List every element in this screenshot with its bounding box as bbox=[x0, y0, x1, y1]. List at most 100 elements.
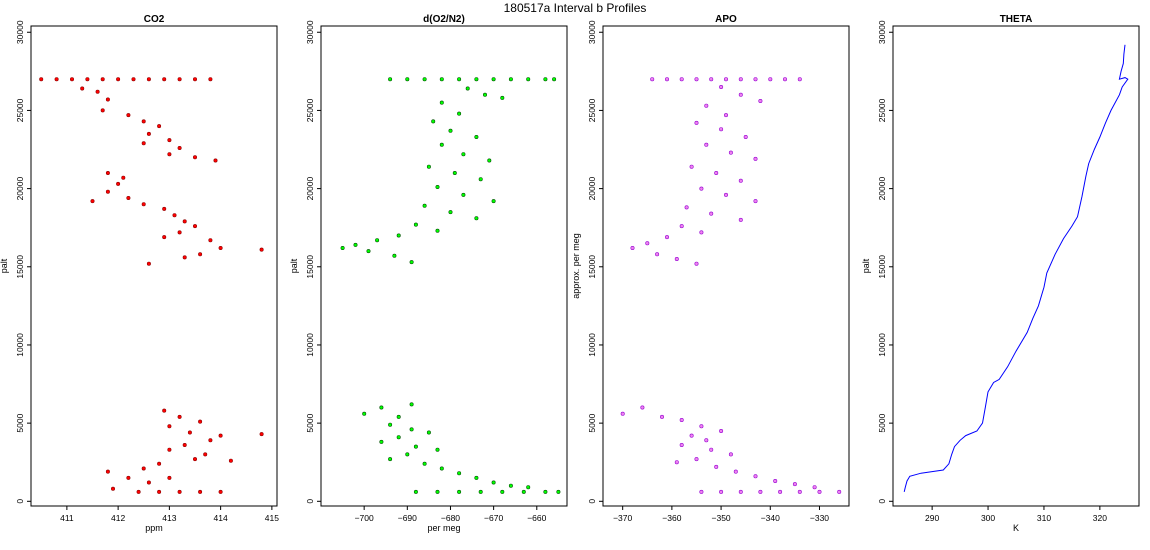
data-point bbox=[198, 419, 203, 424]
data-point bbox=[674, 460, 679, 465]
x-tick-label: 413 bbox=[162, 513, 176, 523]
data-point bbox=[162, 77, 167, 82]
data-point bbox=[162, 408, 167, 413]
data-point bbox=[193, 457, 198, 462]
data-point bbox=[141, 141, 146, 146]
data-point bbox=[177, 414, 182, 419]
data-point bbox=[413, 222, 418, 227]
y-tick-label: 5000 bbox=[587, 413, 597, 432]
data-point bbox=[521, 489, 526, 494]
x-tick-label: −680 bbox=[441, 513, 460, 523]
data-point bbox=[100, 77, 105, 82]
data-point bbox=[198, 252, 203, 257]
x-tick-label: −360 bbox=[662, 513, 681, 523]
data-point bbox=[439, 100, 444, 105]
data-point bbox=[699, 489, 704, 494]
data-point bbox=[543, 489, 548, 494]
data-point bbox=[743, 135, 748, 140]
data-point bbox=[136, 489, 141, 494]
data-point bbox=[405, 452, 410, 457]
y-axis-label: palt bbox=[861, 258, 871, 273]
y-tick-label: 20000 bbox=[305, 177, 315, 201]
data-point bbox=[157, 124, 162, 129]
data-point bbox=[375, 238, 380, 243]
data-point bbox=[679, 442, 684, 447]
data-point bbox=[714, 171, 719, 176]
data-point bbox=[452, 171, 457, 176]
data-point bbox=[177, 77, 182, 82]
data-point bbox=[797, 489, 802, 494]
data-point bbox=[837, 489, 842, 494]
data-point bbox=[126, 113, 131, 118]
plot-frame bbox=[30, 25, 278, 507]
data-point bbox=[773, 478, 778, 483]
panel-2: d(O2/N2) −700 −690 −680 −670 −660 0 5000 10000 15… bbox=[289, 14, 568, 533]
data-point bbox=[366, 249, 371, 254]
x-tick-label: 290 bbox=[925, 513, 939, 523]
data-point bbox=[396, 435, 401, 440]
data-point bbox=[719, 428, 724, 433]
data-point bbox=[478, 489, 483, 494]
data-point bbox=[70, 77, 75, 82]
x-tick-label: −670 bbox=[484, 513, 503, 523]
y-tick-label: 0 bbox=[877, 499, 887, 504]
y-tick-label: 25000 bbox=[587, 98, 597, 122]
data-point bbox=[405, 77, 410, 82]
data-point bbox=[699, 424, 704, 429]
theta-profile-line bbox=[903, 44, 1129, 493]
panel-title: APO bbox=[715, 14, 737, 25]
x-tick-label: 415 bbox=[265, 513, 279, 523]
panel-4: THETA 290 300 310 320 0 5000 10000 15000 20000 250… bbox=[861, 14, 1140, 533]
data-point bbox=[694, 261, 699, 266]
y-tick-label: 25000 bbox=[15, 98, 25, 122]
y-tick-label: 30000 bbox=[587, 20, 597, 44]
x-tick-label: 300 bbox=[981, 513, 995, 523]
data-point bbox=[478, 177, 483, 182]
data-point bbox=[482, 92, 487, 97]
panel-1: CO2 411 412 413 414 415 0 5000 10000 15000 20000 25… bbox=[0, 14, 279, 533]
data-point bbox=[491, 480, 496, 485]
data-point bbox=[679, 77, 684, 82]
y-tick-label: 25000 bbox=[305, 98, 315, 122]
data-point bbox=[39, 77, 44, 82]
data-point bbox=[728, 452, 733, 457]
data-point bbox=[768, 77, 773, 82]
data-point bbox=[141, 119, 146, 124]
data-point bbox=[167, 138, 172, 143]
data-point bbox=[409, 427, 414, 432]
data-point bbox=[723, 77, 728, 82]
data-point bbox=[126, 475, 131, 480]
y-tick-label: 5000 bbox=[877, 413, 887, 432]
data-point bbox=[738, 489, 743, 494]
data-point bbox=[208, 438, 213, 443]
data-point bbox=[167, 447, 172, 452]
x-tick-label: 411 bbox=[60, 513, 74, 523]
data-point bbox=[508, 483, 513, 488]
data-point bbox=[146, 131, 151, 136]
data-point bbox=[630, 246, 635, 251]
data-point bbox=[426, 430, 431, 435]
data-point bbox=[213, 158, 218, 163]
data-point bbox=[182, 219, 187, 224]
y-tick-label: 10000 bbox=[15, 333, 25, 357]
data-point bbox=[709, 77, 714, 82]
data-point bbox=[699, 186, 704, 191]
data-point bbox=[620, 411, 625, 416]
data-point bbox=[664, 235, 669, 240]
data-point bbox=[738, 178, 743, 183]
data-point bbox=[167, 424, 172, 429]
data-point bbox=[474, 135, 479, 140]
data-point bbox=[218, 489, 223, 494]
data-point bbox=[640, 405, 645, 410]
y-axis-label: palt bbox=[289, 258, 299, 273]
data-point bbox=[177, 230, 182, 235]
data-point bbox=[392, 253, 397, 258]
data-point bbox=[457, 77, 462, 82]
data-point bbox=[526, 485, 531, 490]
panel-3: APO −370 −360 −350 −340 −330 0 5000 10000 15000 20… bbox=[571, 14, 850, 523]
data-point bbox=[474, 77, 479, 82]
data-point bbox=[723, 192, 728, 197]
data-point bbox=[689, 164, 694, 169]
data-point bbox=[131, 77, 136, 82]
